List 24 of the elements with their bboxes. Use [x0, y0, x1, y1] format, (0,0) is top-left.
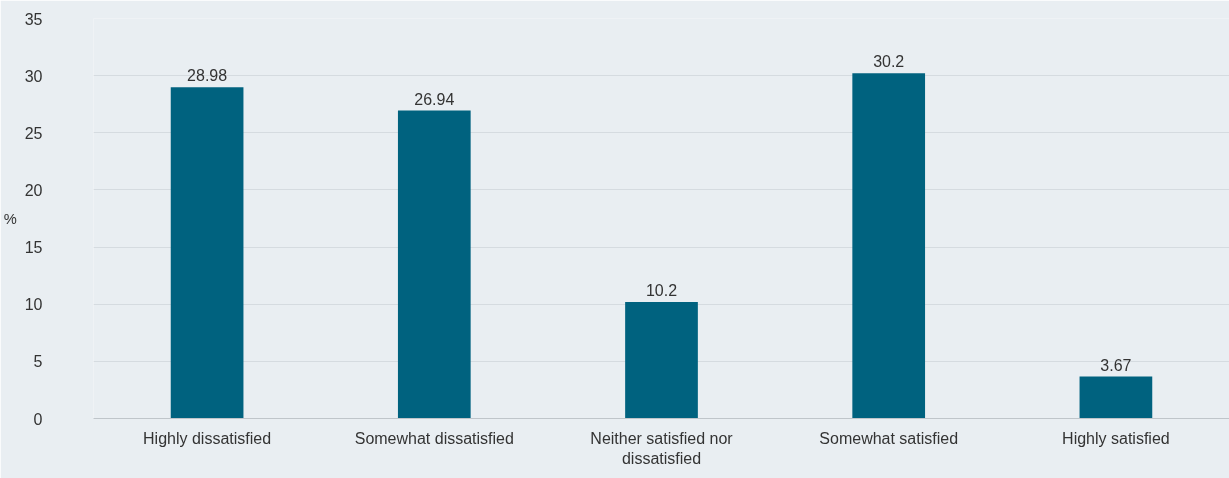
- y-axis-title: %: [3, 210, 17, 227]
- y-tick-label: 10: [24, 296, 43, 314]
- y-tick-label: 20: [24, 181, 43, 199]
- x-tick-label: Somewhat dissatisfied: [354, 429, 514, 447]
- data-label: 30.2: [873, 53, 905, 71]
- bar: [397, 110, 471, 419]
- y-tick-label: 0: [33, 410, 43, 428]
- bar: [170, 87, 244, 419]
- x-tick-label: Highly dissatisfied: [143, 429, 272, 447]
- x-tick-label: Somewhat satisfied: [819, 429, 959, 447]
- y-tick-label: 35: [24, 10, 43, 28]
- data-label: 10.2: [645, 281, 678, 299]
- bar: [1079, 376, 1153, 419]
- bar: [852, 73, 926, 419]
- bar: [625, 301, 698, 419]
- data-label: 26.94: [414, 90, 455, 108]
- data-label: 28.98: [187, 67, 228, 85]
- data-label: 3.67: [1100, 356, 1132, 374]
- y-tick-label: 15: [24, 239, 43, 257]
- y-tick-label: 25: [24, 124, 43, 142]
- x-tick-label: Highly satisfied: [1062, 429, 1170, 447]
- x-tick-label: Neither satisfied nor dissatisfied: [590, 429, 734, 467]
- y-tick-label: 5: [33, 353, 43, 371]
- y-tick-label: 30: [24, 67, 43, 85]
